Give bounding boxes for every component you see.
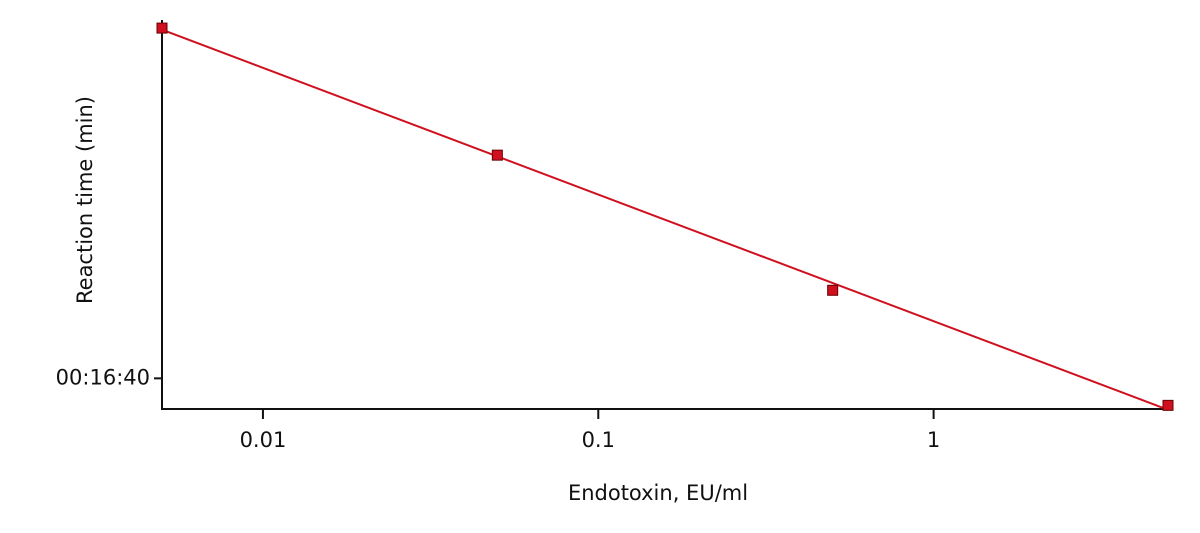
y-axis-label: Reaction time (min) [73,96,97,304]
x-axis-label: Endotoxin, EU/ml [568,481,748,505]
trend-line [161,28,1169,411]
x-tick-label: 0.1 [582,428,615,452]
data-point [1162,399,1174,411]
x-tick-label: 0.01 [240,428,287,452]
data-point [491,149,503,161]
y-tick-label: 00:16:40 [56,365,150,389]
data-point [827,284,839,296]
data-point [156,22,168,34]
x-tick-label: 1 [927,428,940,452]
